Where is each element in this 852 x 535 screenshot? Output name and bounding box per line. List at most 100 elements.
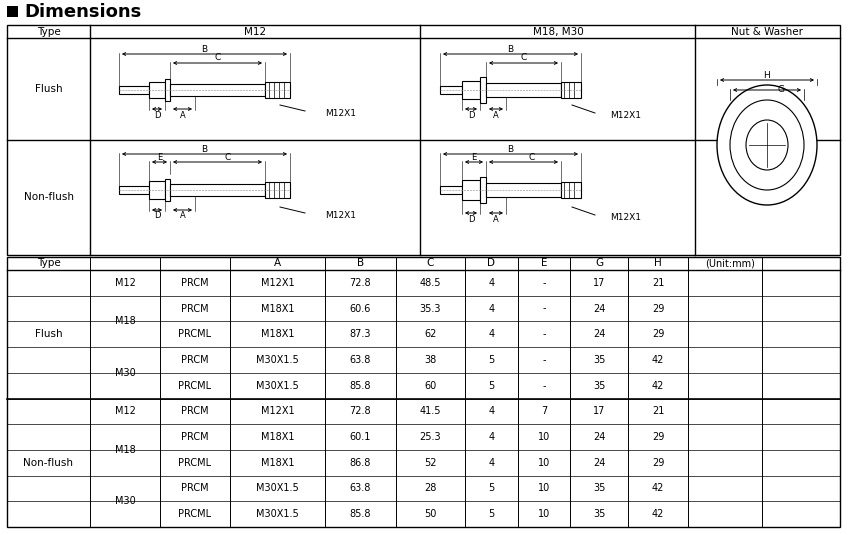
Text: 4: 4 — [488, 278, 494, 288]
Text: E: E — [157, 152, 162, 162]
Text: M12: M12 — [244, 27, 266, 37]
Text: M30: M30 — [115, 368, 135, 378]
Ellipse shape — [746, 120, 788, 170]
Text: 5: 5 — [488, 484, 495, 493]
Ellipse shape — [717, 85, 817, 205]
Bar — [165, 179, 170, 201]
Text: 42: 42 — [652, 484, 665, 493]
Text: 4: 4 — [488, 407, 494, 416]
Text: Type: Type — [37, 27, 60, 37]
Text: 60: 60 — [424, 380, 436, 391]
Text: 38: 38 — [424, 355, 436, 365]
Text: 35: 35 — [593, 509, 605, 519]
Text: C: C — [528, 152, 534, 162]
Text: B: B — [201, 44, 208, 54]
Text: 17: 17 — [593, 278, 605, 288]
Text: (Unit:mm): (Unit:mm) — [705, 258, 755, 269]
Bar — [119, 86, 149, 94]
Text: PRCML: PRCML — [178, 329, 211, 339]
Text: 5: 5 — [488, 380, 495, 391]
Text: M12X1: M12X1 — [610, 111, 641, 120]
Text: 4: 4 — [488, 303, 494, 314]
Text: 24: 24 — [593, 329, 605, 339]
Bar — [462, 81, 480, 99]
Text: D: D — [153, 211, 160, 220]
Text: 85.8: 85.8 — [350, 509, 371, 519]
Text: G: G — [595, 258, 603, 269]
Bar — [440, 186, 462, 194]
Text: 10: 10 — [538, 484, 550, 493]
Text: Non-flush: Non-flush — [24, 458, 73, 468]
Text: D: D — [487, 258, 496, 269]
Text: 29: 29 — [652, 329, 665, 339]
Text: 86.8: 86.8 — [350, 458, 371, 468]
Text: C: C — [224, 152, 231, 162]
Text: 41.5: 41.5 — [420, 407, 441, 416]
Text: 4: 4 — [488, 432, 494, 442]
Bar — [561, 82, 581, 98]
Text: 60.6: 60.6 — [350, 303, 371, 314]
Text: A: A — [180, 211, 186, 220]
Text: -: - — [542, 278, 546, 288]
Bar — [7, 257, 840, 527]
Text: 72.8: 72.8 — [349, 407, 371, 416]
Text: M12X1: M12X1 — [261, 278, 294, 288]
Bar — [265, 182, 290, 198]
Text: A: A — [274, 258, 281, 269]
Text: D: D — [468, 215, 475, 224]
Bar — [7, 25, 840, 255]
Text: Nut & Washer: Nut & Washer — [731, 27, 803, 37]
Text: C: C — [215, 54, 221, 63]
Bar — [486, 183, 561, 197]
Bar — [486, 83, 561, 97]
Text: PRCM: PRCM — [181, 432, 209, 442]
Text: 62: 62 — [424, 329, 437, 339]
Bar — [149, 181, 165, 199]
Text: M12X1: M12X1 — [325, 110, 356, 118]
Text: -: - — [542, 303, 546, 314]
Bar — [149, 82, 165, 98]
Text: PRCM: PRCM — [181, 407, 209, 416]
Text: PRCM: PRCM — [181, 278, 209, 288]
Text: 42: 42 — [652, 355, 665, 365]
Text: 10: 10 — [538, 432, 550, 442]
Bar — [561, 182, 581, 198]
Text: 4: 4 — [488, 329, 494, 339]
Text: C: C — [427, 258, 435, 269]
Text: M30X1.5: M30X1.5 — [256, 509, 299, 519]
Text: M18X1: M18X1 — [261, 303, 294, 314]
Bar — [462, 180, 480, 200]
Text: 63.8: 63.8 — [350, 484, 371, 493]
Text: B: B — [201, 144, 208, 154]
Text: 29: 29 — [652, 458, 665, 468]
Bar — [170, 184, 265, 196]
Text: PRCM: PRCM — [181, 303, 209, 314]
Text: PRCML: PRCML — [178, 380, 211, 391]
Text: M30: M30 — [115, 496, 135, 506]
Text: M18X1: M18X1 — [261, 329, 294, 339]
Bar — [265, 82, 290, 98]
Text: B: B — [508, 144, 514, 154]
Text: 72.8: 72.8 — [349, 278, 371, 288]
Text: 35: 35 — [593, 484, 605, 493]
Text: 87.3: 87.3 — [350, 329, 371, 339]
Text: C: C — [521, 54, 527, 63]
Text: 48.5: 48.5 — [420, 278, 441, 288]
Bar — [165, 79, 170, 101]
Text: A: A — [180, 111, 186, 119]
Text: E: E — [471, 152, 476, 162]
Text: 29: 29 — [652, 303, 665, 314]
Text: 5: 5 — [488, 355, 495, 365]
Text: 17: 17 — [593, 407, 605, 416]
Text: Type: Type — [37, 258, 60, 269]
Text: PRCM: PRCM — [181, 484, 209, 493]
Text: 35: 35 — [593, 380, 605, 391]
Text: 4: 4 — [488, 458, 494, 468]
Text: PRCML: PRCML — [178, 458, 211, 468]
Text: H: H — [654, 258, 662, 269]
Text: 85.8: 85.8 — [350, 380, 371, 391]
Text: Flush: Flush — [35, 84, 63, 94]
Text: 24: 24 — [593, 458, 605, 468]
Text: -: - — [542, 329, 546, 339]
Text: 52: 52 — [424, 458, 437, 468]
